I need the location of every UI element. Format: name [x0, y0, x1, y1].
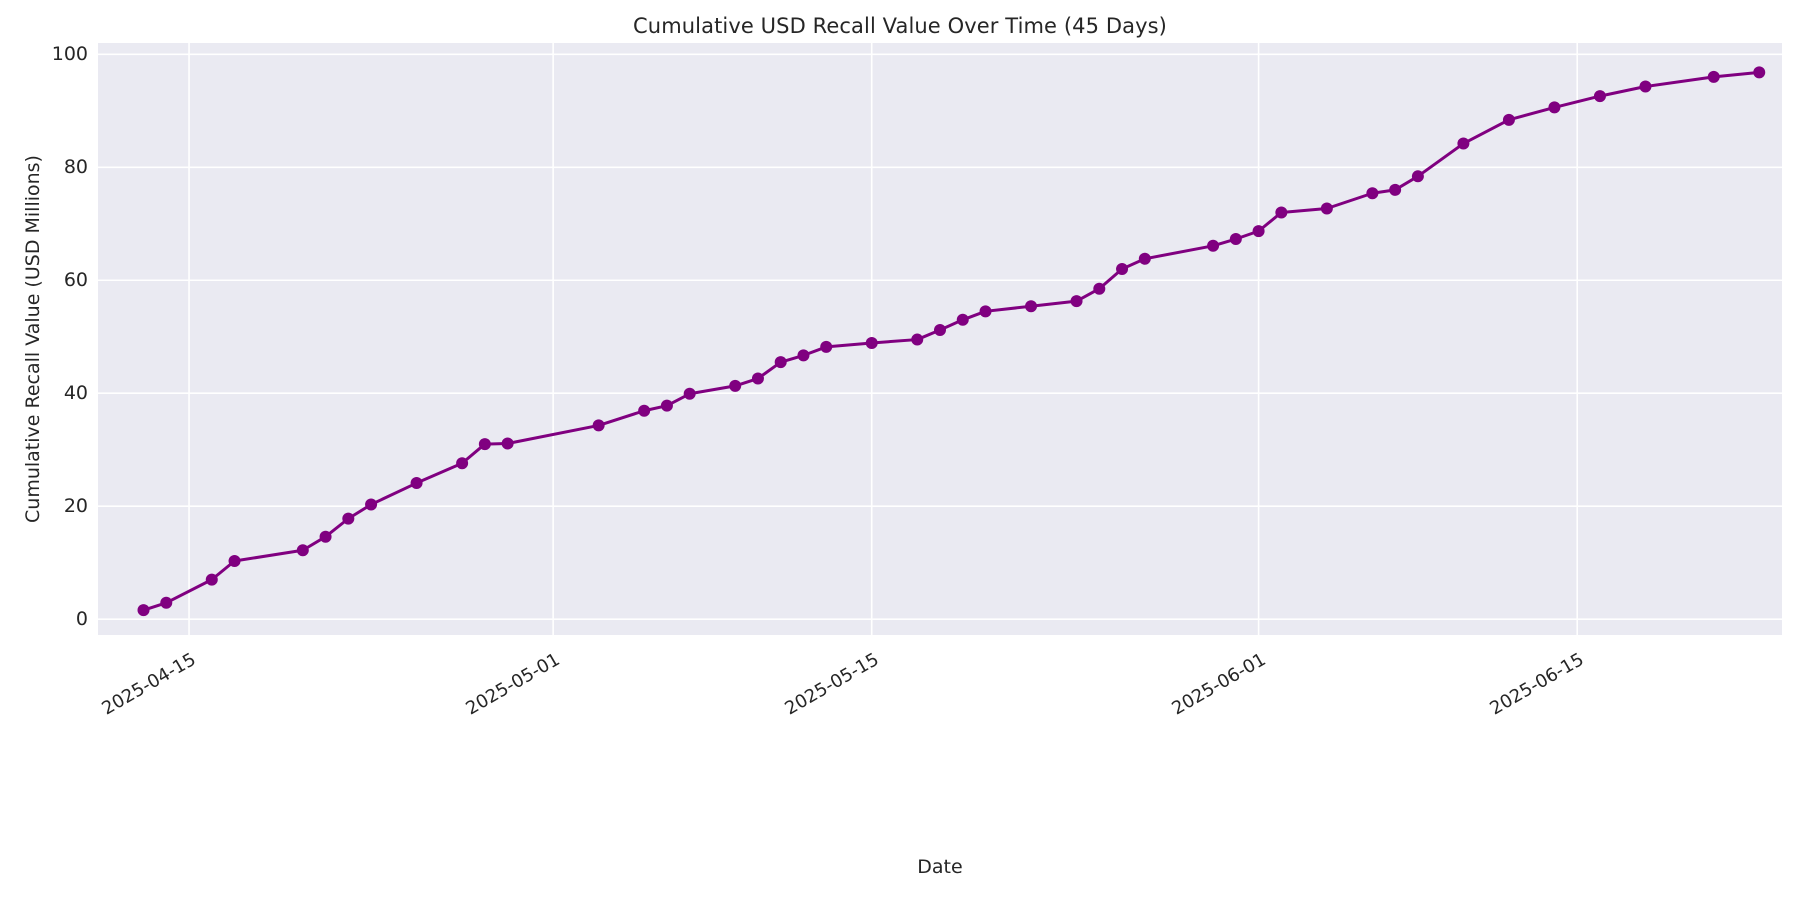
data-point-marker: [1275, 206, 1288, 219]
data-point-marker: [478, 438, 491, 451]
x-tick-label: 2025-05-01: [462, 649, 564, 720]
data-point-marker: [751, 372, 764, 385]
data-point-marker: [1229, 233, 1242, 246]
data-point-marker: [797, 349, 810, 362]
data-point-marker: [160, 596, 173, 609]
y-tick-label: 40: [63, 382, 88, 405]
data-point-marker: [501, 437, 514, 450]
x-tick-label: 2025-06-15: [1486, 649, 1588, 720]
data-point-marker: [296, 544, 309, 557]
data-point-marker: [1707, 70, 1720, 83]
grid-lines: [98, 43, 1782, 635]
data-point-marker: [865, 336, 878, 349]
data-point-marker: [774, 356, 787, 369]
data-point-marker: [592, 419, 605, 432]
y-axis-label: Cumulative Recall Value (USD Millions): [22, 155, 44, 523]
data-point-marker: [137, 604, 150, 617]
data-point-marker: [365, 498, 378, 511]
data-point-marker: [228, 555, 241, 567]
y-tick-label: 20: [63, 495, 88, 518]
data-point-marker: [319, 530, 332, 543]
plot-area: [98, 43, 1782, 635]
data-point-marker: [638, 404, 651, 417]
data-point-marker: [1753, 66, 1766, 79]
x-tick-label: 2025-06-01: [1167, 649, 1270, 720]
data-point-marker: [1457, 137, 1470, 150]
data-point-marker: [1639, 80, 1652, 93]
data-point-marker: [956, 313, 969, 326]
data-point-marker: [911, 333, 924, 346]
data-point-marker: [1366, 187, 1379, 200]
data-point-marker: [1320, 202, 1333, 215]
data-point-marker: [934, 323, 946, 336]
data-point-marker: [729, 379, 742, 392]
data-point-marker: [1070, 295, 1083, 308]
data-point-marker: [1411, 170, 1424, 183]
y-tick-label: 80: [63, 156, 88, 179]
data-point-marker: [660, 399, 673, 412]
x-tick-label: 2025-04-15: [98, 649, 200, 720]
data-point-marker: [820, 340, 833, 353]
data-point-marker: [1025, 300, 1038, 313]
series-line: [142, 70, 1761, 612]
data-point-marker: [456, 457, 469, 470]
data-point-marker: [1252, 225, 1265, 238]
y-tick-label: 100: [51, 43, 88, 66]
data-series-line: [137, 66, 1766, 617]
data-point-marker: [342, 512, 355, 525]
data-point-marker: [1116, 262, 1129, 275]
chart-title: Cumulative USD Recall Value Over Time (4…: [633, 14, 1167, 38]
data-point-marker: [1502, 113, 1515, 126]
data-point-marker: [979, 305, 992, 318]
x-tick-label: 2025-05-15: [781, 649, 883, 720]
data-point-marker: [410, 477, 423, 490]
y-tick-label: 60: [63, 269, 88, 292]
data-point-marker: [1593, 90, 1606, 103]
y-tick-label: 0: [75, 608, 88, 631]
data-point-marker: [683, 387, 696, 400]
x-axis-label: Date: [917, 856, 963, 878]
data-point-marker: [1207, 239, 1220, 252]
data-point-marker: [1138, 252, 1151, 265]
data-point-marker: [1548, 101, 1561, 114]
data-point-marker: [1389, 183, 1402, 196]
data-point-marker: [1093, 282, 1106, 295]
data-point-marker: [205, 573, 218, 586]
